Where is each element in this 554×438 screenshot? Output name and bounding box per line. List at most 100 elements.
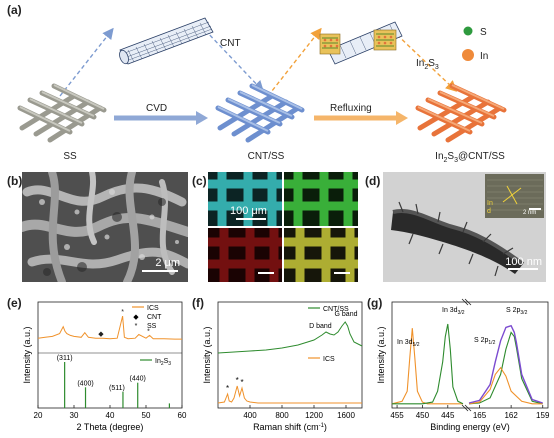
xps-xtick-left-label-0: 455 [390,411,404,420]
raman-series-1 [217,385,362,404]
legend-in-label: In [480,51,488,62]
xrd-series-ics [37,315,182,340]
raman-xtick-label-3: 1600 [337,411,355,420]
xps-axis-break-bot-2 [464,404,472,412]
sem-scale-label: 2 μm [155,257,180,269]
eds-map-yellow [284,228,358,282]
panel-g-label: (g) [367,296,383,310]
xps-xtick-right-label-2: 159 [536,411,550,420]
in2s3-crystal-1-icon [319,33,341,55]
tem-scale-bar [508,268,538,270]
cnt-tube-icon [119,17,214,65]
raman-peak-mark-2: * [240,378,243,387]
xps-axis-break-top-1 [461,298,469,306]
raman-d-band: D band [309,323,332,330]
eds-map-cyan: 100 μm [208,172,282,226]
xps-series-2 [468,331,543,405]
ss-caption: SS [63,151,77,162]
raman-legend-ics: ICS [323,356,335,363]
sem-scale-bar [142,270,178,272]
xrd-legend-ics: ICS [147,305,159,312]
xps-xtick-left-label-2: 445 [441,411,455,420]
xps-label-s2p12: S 2p1/2 [474,337,496,346]
xps-axis-break-bot-1 [461,404,469,412]
xps-ylabel: Intensity (a.u.) [376,326,386,383]
legend-s-label: S [480,27,487,38]
xrd-ref-label-0: (311) [57,355,73,362]
eds-scale-label: 100 μm [230,205,267,217]
xps-xtick-left-label-1: 450 [416,411,430,420]
xrd-legend-cnt-marker: ◆ [133,314,139,321]
dashed-arrow-ics-out [391,29,458,92]
in2s3-crystal-2-icon [373,29,397,51]
xps-xtick-right-label-1: 162 [504,411,518,420]
xps-label-s2p32: S 2p3/2 [506,307,528,316]
xrd-ref-label-2: (511) [109,385,125,392]
ics-caption: In2S3@CNT/SS [435,151,505,164]
xps-xtick-right-label-0: 165 [473,411,487,420]
tem-inset-in2s3-label: In [487,200,493,207]
raman-xtick-label-0: 400 [243,411,257,420]
xps-xlabel: Binding energy (eV) [430,422,510,432]
eds-map-red [208,228,282,282]
xrd-xtick-label-0: 20 [34,411,43,420]
xps-label-in3d32: In 3d3/2 [442,307,465,316]
cvd-label: CVD [146,103,167,114]
xrd-ref-label-3: (440) [130,376,146,383]
xrd-ref-label-1: (400) [77,380,93,387]
cnt-ss-caption: CNT/SS [247,151,285,162]
xrd-chart: ◆**ICS◆ CNT* SS(311)(400)(511)(440)In2S320… [22,301,187,432]
xrd-legend-ref: In2S3 [155,358,171,367]
xrd-legend-ss: SS [147,323,157,330]
panel-d-label: (d) [365,174,381,188]
xps-series-1 [392,323,464,405]
raman-frame [217,301,363,409]
xps-chart: In 3d5/2 In 3d3/2 S 2p1/2 S 2p3/2 455 450 445 1… [376,298,550,432]
xrd-legend-ss-marker: * [135,323,138,330]
xrd-ylabel: Intensity (a.u.) [22,326,32,383]
raman-g-band: G band [335,311,358,318]
eds-map-green [284,172,358,226]
tem-inset-scale-bar [529,208,541,210]
tem-inset-d-label: d [487,208,491,215]
raman-peak-mark-1: * [236,376,239,385]
xrd-marker-2: * [147,328,150,335]
refluxing-label: Refluxing [330,103,372,114]
panel-e-label: (e) [7,296,22,310]
xrd-xtick-label-3: 50 [142,411,151,420]
panel-a-label: (a) [7,3,22,17]
xrd-xtick-label-1: 30 [70,411,79,420]
xps-label-in3d52: In 3d5/2 [397,339,420,348]
raman-xlabel: Raman shift (cm-1) [253,422,327,432]
eds-scale-bar [236,218,266,220]
xps-series-3 [468,366,543,405]
xps-axis-break-top-2 [464,298,472,306]
raman-xtick-label-2: 1200 [305,411,323,420]
tem-image: In d 2 nm 100 nm [383,172,546,282]
xrd-legend-cnt: CNT [147,314,162,321]
in2s3-label: In2S3 [416,58,439,71]
dashed-arrow-ics-in [267,27,322,97]
sulfur-atom-icon [463,26,473,36]
raman-xtick-label-1: 800 [275,411,289,420]
tem-scale-label: 100 nm [505,256,542,268]
xps-series-0 [391,328,463,405]
xrd-marker-1: * [121,309,124,316]
cnt-with-in2s3-icon [319,21,403,65]
panel-a-schematic: CNT In2S3 S In CVD [17,17,507,143]
panel-c-label: (c) [192,174,207,188]
xps-frame [391,301,549,409]
xrd-xlabel: 2 Theta (degree) [77,422,144,432]
panel-b-label: (b) [7,174,23,188]
cnt-label: CNT [220,38,241,49]
raman-ylabel: Intensity (a.u.) [202,326,212,383]
xrd-xtick-label-2: 40 [106,411,115,420]
raman-series-0 [217,321,363,354]
dashed-arrow-cnt-in [59,27,114,97]
xrd-marker-0: ◆ [98,331,104,338]
tem-inset-scale-label: 2 nm [523,210,537,216]
indium-atom-icon [462,49,474,61]
raman-legend-cnt: CNT/SS [323,306,349,313]
xrd-xtick-label-4: 60 [178,411,187,420]
